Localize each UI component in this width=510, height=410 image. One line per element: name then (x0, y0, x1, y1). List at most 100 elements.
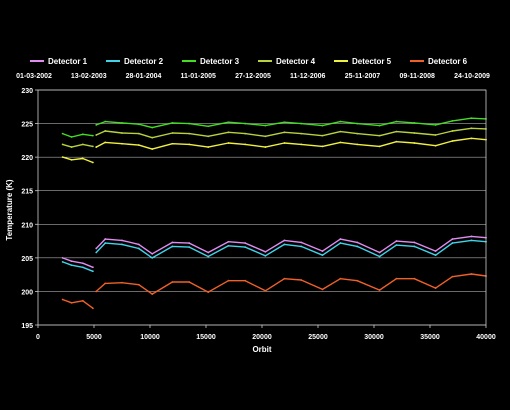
legend-label-2: Detector 2 (124, 57, 164, 66)
point-5-10 (188, 143, 190, 145)
point-4-11 (207, 135, 209, 137)
point-4-1 (71, 146, 73, 148)
point-3-6 (121, 122, 123, 124)
point-5-16 (300, 143, 302, 145)
x-tick-label-35000: 35000 (420, 334, 440, 341)
point-1-21 (396, 240, 398, 242)
point-4-21 (396, 131, 398, 133)
point-1-20 (379, 252, 381, 254)
point-3-25 (471, 117, 473, 119)
point-6-5 (104, 282, 106, 284)
point-3-10 (188, 123, 190, 125)
point-6-9 (172, 281, 174, 283)
point-5-11 (207, 146, 209, 148)
point-6-20 (379, 289, 381, 291)
y-tick-label-210: 210 (21, 222, 33, 229)
x-tick-label-40000: 40000 (476, 334, 496, 341)
series-group (62, 117, 487, 309)
point-4-4 (95, 134, 97, 136)
x-axis-label: Orbit (252, 345, 271, 354)
y-tick-label-225: 225 (21, 122, 33, 129)
point-4-23 (435, 134, 437, 136)
point-1-23 (435, 250, 437, 252)
point-5-25 (471, 137, 473, 139)
point-5-9 (172, 143, 174, 145)
point-2-1 (71, 264, 73, 266)
series-line-4-2 (96, 128, 486, 137)
point-2-8 (151, 257, 153, 259)
point-2-19 (356, 246, 358, 248)
point-3-0 (62, 133, 64, 135)
point-5-14 (264, 146, 266, 148)
point-1-24 (452, 238, 454, 240)
point-3-12 (228, 121, 230, 123)
point-5-24 (452, 140, 454, 142)
point-6-22 (413, 278, 415, 280)
point-2-13 (244, 246, 246, 248)
x-tick-label-20000: 20000 (252, 334, 272, 341)
point-4-24 (452, 130, 454, 132)
point-1-14 (264, 251, 266, 253)
point-1-2 (82, 262, 84, 264)
point-6-24 (452, 276, 454, 278)
point-5-4 (95, 146, 97, 148)
point-3-8 (151, 127, 153, 129)
point-3-7 (138, 123, 140, 125)
date-label-3: 11-01-2005 (181, 73, 217, 80)
point-6-8 (151, 293, 153, 295)
axes: 195 200 205 210 215 220 225 230 0 5000 10000 15000 2… (21, 88, 496, 341)
series-line-4-1 (63, 144, 93, 147)
point-4-19 (356, 133, 358, 135)
point-5-18 (340, 141, 342, 143)
date-label-2: 28-01-2004 (126, 73, 162, 80)
point-5-7 (138, 144, 140, 146)
point-1-15 (284, 240, 286, 242)
point-6-4 (95, 291, 97, 293)
point-1-17 (322, 250, 324, 252)
date-label-0: 01-03-2002 (16, 73, 52, 80)
point-1-19 (356, 242, 358, 244)
point-3-11 (207, 125, 209, 127)
point-6-0 (62, 299, 64, 301)
x-tick-label-5000: 5000 (86, 334, 102, 341)
point-5-5 (104, 141, 106, 143)
point-1-13 (244, 242, 246, 244)
point-6-17 (322, 289, 324, 291)
point-5-23 (435, 145, 437, 147)
series-line-3-2 (96, 118, 486, 127)
point-4-18 (340, 131, 342, 133)
point-3-23 (435, 124, 437, 126)
point-4-22 (413, 132, 415, 134)
point-5-13 (244, 143, 246, 145)
point-3-3 (92, 135, 94, 137)
point-6-21 (396, 278, 398, 280)
date-label-5: 11-12-2006 (290, 73, 326, 80)
date-label-7: 09-11-2008 (400, 73, 436, 80)
point-3-22 (413, 122, 415, 124)
point-1-18 (340, 238, 342, 240)
point-5-21 (396, 141, 398, 143)
point-4-15 (284, 131, 286, 133)
series-line-2-1 (63, 262, 93, 271)
point-1-12 (228, 241, 230, 243)
point-2-25 (471, 240, 473, 242)
point-2-22 (413, 246, 415, 248)
point-1-16 (300, 242, 302, 244)
point-2-6 (121, 244, 123, 246)
point-1-7 (138, 244, 140, 246)
point-5-12 (228, 142, 230, 144)
legend-label-5: Detector 5 (352, 57, 392, 66)
point-5-2 (82, 158, 84, 160)
legend-label-3: Detector 3 (200, 57, 240, 66)
point-2-24 (452, 242, 454, 244)
point-5-22 (413, 142, 415, 144)
point-6-23 (435, 287, 437, 289)
point-1-6 (121, 240, 123, 242)
point-4-3 (92, 146, 94, 148)
point-4-12 (228, 131, 230, 133)
point-4-6 (121, 132, 123, 134)
legend-label-4: Detector 4 (276, 57, 316, 66)
y-tick-label-195: 195 (21, 323, 33, 330)
series-line-5-1 (63, 157, 93, 162)
